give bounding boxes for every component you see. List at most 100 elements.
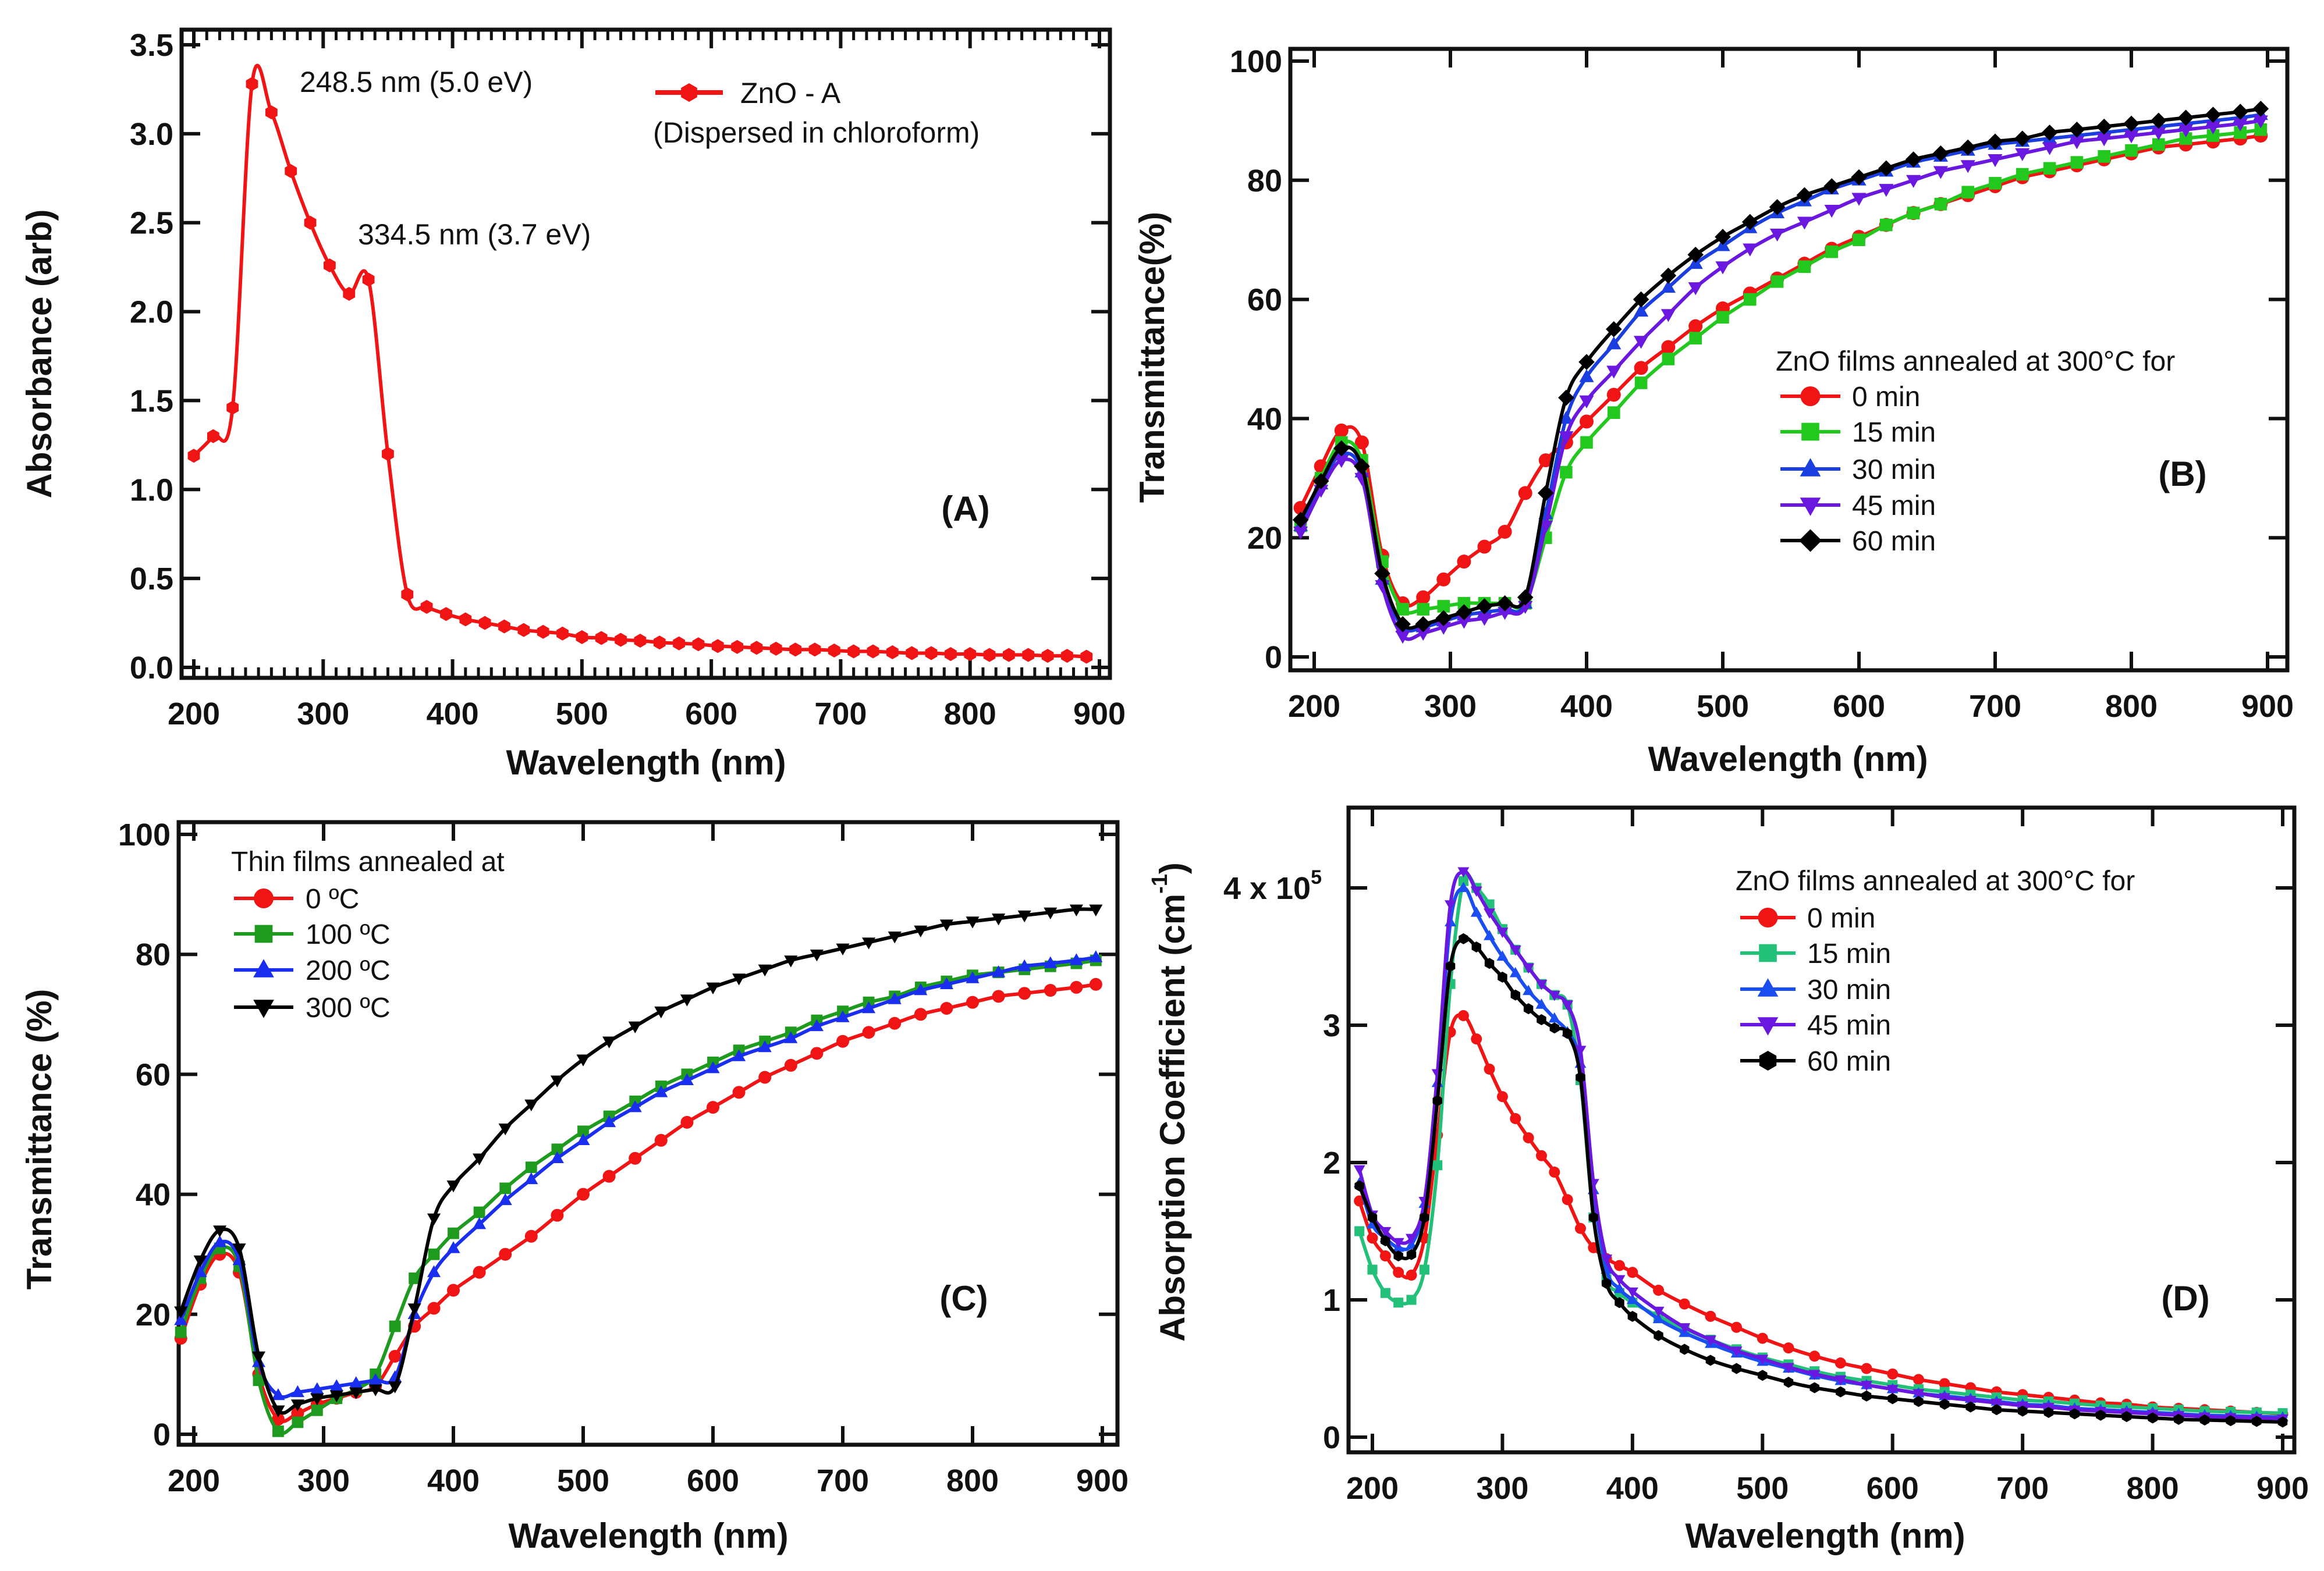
legend-marker — [253, 1000, 274, 1018]
data-point — [2205, 121, 2220, 134]
data-point — [524, 1229, 538, 1243]
data-point — [1562, 1000, 1574, 1011]
data-point — [1715, 229, 1731, 245]
x-tick-label: 700 — [817, 1463, 869, 1498]
data-point — [1836, 1386, 1846, 1398]
data-point — [1679, 1298, 1690, 1310]
data-point — [1018, 987, 1031, 1000]
data-point — [711, 639, 724, 653]
data-point — [1731, 1321, 1743, 1333]
data-point — [1887, 1368, 1899, 1380]
data-point — [1498, 524, 1512, 539]
data-point — [1744, 293, 1757, 306]
data-point — [1732, 1363, 1741, 1374]
data-point — [1379, 1227, 1392, 1238]
data-point — [271, 1405, 285, 1417]
legend-marker — [1798, 529, 1822, 552]
legend-label: 100 ºC — [306, 919, 391, 950]
data-point — [1770, 228, 1785, 242]
data-point — [654, 1085, 668, 1097]
data-point — [1312, 473, 1329, 489]
data-point — [1022, 648, 1035, 662]
data-point — [732, 973, 746, 986]
data-point — [1989, 177, 2002, 190]
data-point — [291, 1406, 304, 1420]
data-point — [1579, 395, 1594, 408]
data-point — [1471, 941, 1481, 952]
data-point — [862, 1026, 875, 1039]
data-point — [2234, 126, 2247, 139]
data-point — [478, 616, 491, 630]
data-point — [1576, 1072, 1585, 1083]
data-point — [1653, 1284, 1665, 1296]
data-point — [836, 1035, 849, 1048]
data-point — [2095, 1409, 2106, 1421]
data-point — [914, 925, 928, 938]
x-tick-label: 200 — [1346, 1471, 1399, 1506]
panel-label: (A) — [941, 489, 989, 528]
data-point — [1757, 1332, 1768, 1344]
data-point — [1392, 1238, 1404, 1249]
x-tick-label: 700 — [1996, 1471, 2049, 1506]
data-point — [939, 919, 953, 932]
data-point — [1796, 187, 1813, 204]
data-point — [706, 982, 720, 995]
panel-b: 200 300 400 500 600 700 800 900 0 20 40 60 80 100 Wave… — [1133, 44, 2294, 779]
data-point — [1626, 1287, 1638, 1298]
data-point — [498, 1193, 512, 1206]
data-point — [1523, 984, 1535, 996]
data-point — [1354, 1180, 1364, 1192]
data-point — [2174, 1413, 2184, 1425]
data-point — [2041, 125, 2058, 141]
data-point — [1538, 453, 1553, 468]
data-point — [602, 1115, 616, 1128]
data-point — [1044, 984, 1057, 997]
data-point — [1334, 455, 1349, 468]
data-point — [1293, 526, 1308, 540]
data-point — [1044, 956, 1058, 968]
data-point — [1069, 953, 1083, 965]
series-60-min — [1292, 101, 2269, 632]
data-point — [1419, 1264, 1429, 1275]
x-tick-label: 400 — [427, 1463, 480, 1498]
y-tick-label: 2 — [1323, 1146, 1340, 1181]
data-point — [1415, 628, 1431, 641]
data-point — [983, 648, 996, 662]
y-tick-label: 1.0 — [130, 472, 173, 507]
series-line — [192, 63, 1087, 659]
data-point — [1548, 990, 1560, 1001]
data-point — [862, 937, 876, 950]
data-point — [1634, 303, 1649, 317]
data-point — [1627, 1310, 1638, 1322]
data-point — [213, 1225, 227, 1238]
data-point — [1518, 486, 1532, 500]
data-point — [1879, 184, 1894, 197]
data-point — [499, 1182, 512, 1195]
data-point — [888, 1016, 902, 1030]
data-point — [680, 1073, 694, 1085]
data-point — [1367, 1211, 1378, 1223]
data-point — [1396, 603, 1409, 616]
data-point — [1549, 1167, 1560, 1178]
data-point — [1601, 1254, 1613, 1265]
data-point — [1415, 616, 1431, 632]
data-point — [251, 1351, 266, 1364]
data-point — [888, 992, 902, 1004]
x-tick-label: 500 — [1697, 689, 1749, 724]
data-point — [193, 1265, 207, 1277]
data-point — [680, 1115, 694, 1129]
data-point — [1688, 282, 1703, 296]
data-point — [427, 1265, 441, 1277]
data-point — [1017, 910, 1031, 923]
peak-annotation: 334.5 nm (3.7 eV) — [358, 218, 591, 251]
data-point — [808, 642, 821, 657]
data-point — [1886, 1385, 1899, 1395]
data-point — [447, 1284, 460, 1297]
panel-label: (C) — [939, 1279, 988, 1318]
data-point — [368, 1373, 382, 1385]
data-point — [551, 1209, 564, 1222]
data-point — [1679, 1323, 1691, 1334]
y-tick-label: 40 — [1247, 401, 1282, 436]
data-point — [1730, 1346, 1743, 1357]
data-point — [1379, 1250, 1391, 1261]
